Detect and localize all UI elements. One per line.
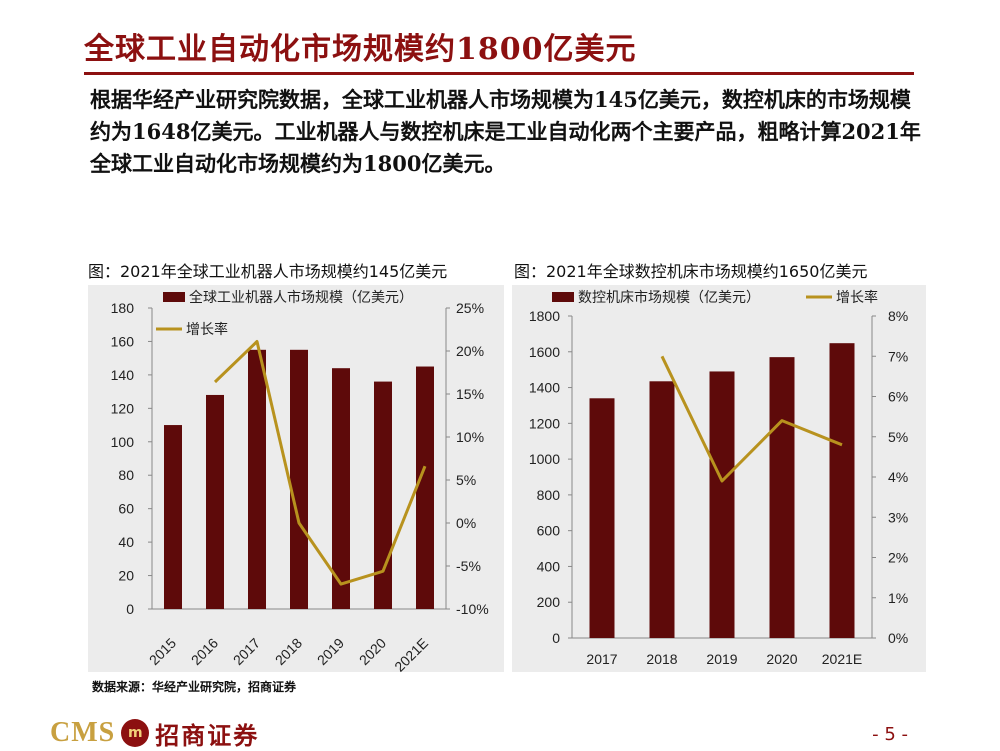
- chart2-x-tick-label: 2021E: [822, 651, 862, 667]
- chart1-right-tick-label: 15%: [456, 386, 484, 402]
- chart2-left-tick-label: 0: [552, 630, 560, 646]
- chart1-x-tick-label: 2017: [230, 635, 263, 668]
- chart2-bar-2019: [709, 371, 735, 638]
- chart1-bar-2019: [332, 368, 350, 609]
- chart2-right-tick-label: 4%: [888, 469, 908, 485]
- chart2-right-tick-label: 1%: [888, 590, 908, 606]
- chart1-left-tick-label: 100: [111, 434, 135, 450]
- chart1-left-tick-label: 160: [111, 333, 135, 349]
- chart1-bar-2021E: [416, 366, 434, 609]
- chart2-left-tick-label: 1000: [529, 451, 560, 467]
- chart1-x-tick-label: 2016: [188, 635, 221, 668]
- chart1-bar-2017: [248, 349, 266, 609]
- data-source: 数据来源：华经产业研究院，招商证券: [92, 680, 297, 694]
- chart2-x-tick-label: 2020: [766, 651, 797, 667]
- chart1-left-tick-label: 180: [111, 300, 135, 316]
- chart1-x-tick-label: 2020: [356, 635, 389, 668]
- chart2-x-tick-label: 2019: [706, 651, 737, 667]
- chart1-right-tick-label: 0%: [456, 515, 476, 531]
- logo-company-name: 招商证券: [155, 720, 260, 750]
- page-number: - 5 -: [872, 724, 908, 745]
- chart2-left-tick-label: 1600: [529, 344, 560, 360]
- chart1-left-tick-label: 120: [111, 400, 135, 416]
- chart2-left-tick-label: 400: [537, 558, 561, 574]
- chart2-left-tick-label: 1400: [529, 380, 560, 396]
- chart2-right-tick-label: 6%: [888, 389, 908, 405]
- slide-title: 全球工业自动化市场规模约1800亿美元: [84, 32, 637, 67]
- chart1-x-tick-label: 2021E: [391, 635, 431, 675]
- chart1-x-tick-label: 2015: [146, 635, 179, 668]
- chart2-title: 图：2021年全球数控机床市场规模约1650亿美元: [514, 262, 868, 281]
- chart2-legend-bar-swatch: [552, 292, 574, 302]
- chart1-right-tick-label: -10%: [456, 601, 489, 617]
- chart1-left-tick-label: 20: [118, 568, 134, 584]
- chart2-bar-2018: [649, 381, 675, 638]
- chart2-legend-label: 数控机床市场规模（亿美元）: [578, 289, 760, 306]
- logo-cms-text: CMS: [50, 717, 116, 748]
- chart2-growth-line: [660, 355, 843, 483]
- chart1-title: 图：2021年全球工业机器人市场规模约145亿美元: [88, 262, 448, 281]
- chart1-legend-label: 增长率: [186, 321, 228, 338]
- chart2-x-tick-label: 2018: [646, 651, 677, 667]
- chart2-left-tick-label: 1800: [529, 308, 560, 324]
- chart1-left-tick-label: 0: [126, 601, 134, 617]
- chart2-right-tick-label: 7%: [888, 348, 908, 364]
- chart2-right-tick-label: 8%: [888, 308, 908, 324]
- title-divider: [84, 72, 914, 75]
- chart1-bar-2016: [206, 394, 224, 609]
- chart1-x-tick-label: 2019: [314, 635, 347, 668]
- chart1-right-tick-label: 25%: [456, 300, 484, 316]
- chart2-x-tick-label: 2017: [586, 651, 617, 667]
- chart2-right-tick-label: 0%: [888, 630, 908, 646]
- chart1-right-tick-label: 5%: [456, 472, 476, 488]
- chart1-right-tick-label: -5%: [456, 558, 481, 574]
- chart1-bar-2020: [374, 381, 392, 609]
- chart2-left-tick-label: 800: [537, 487, 561, 503]
- chart1-legend-label: 全球工业机器人市场规模（亿美元）: [189, 289, 413, 306]
- chart1-left-tick-label: 140: [111, 367, 135, 383]
- chart2-bar-2017: [589, 398, 615, 638]
- chart2-right-tick-label: 3%: [888, 509, 908, 525]
- chart1-left-tick-label: 40: [118, 534, 134, 550]
- logo-emblem-icon: m: [121, 719, 150, 747]
- chart1-right-tick-label: 10%: [456, 429, 484, 445]
- chart1-left-tick-label: 60: [118, 501, 134, 517]
- chart2-right-tick-label: 2%: [888, 550, 908, 566]
- intro-paragraph: 根据华经产业研究院数据，全球工业机器人市场规模为145亿美元，数控机床的市场规模…: [90, 87, 921, 176]
- chart2-left-tick-label: 200: [537, 594, 561, 610]
- chart1-bar-2015: [164, 425, 182, 609]
- chart1-bar-2018: [290, 349, 308, 609]
- chart1-legend-bar-swatch: [163, 292, 185, 302]
- chart2-bar-2020: [769, 357, 795, 638]
- chart2-left-tick-label: 1200: [529, 415, 560, 431]
- chart1-growth-line: [213, 340, 427, 586]
- chart1-right-tick-label: 20%: [456, 343, 484, 359]
- chart1-left-tick-label: 80: [118, 467, 134, 483]
- chart2-bar-2021E: [829, 343, 855, 638]
- chart2-legend-label: 增长率: [836, 289, 878, 306]
- chart2-left-tick-label: 600: [537, 523, 561, 539]
- company-logo: CMS m 招商证券: [50, 716, 259, 750]
- chart1-x-tick-label: 2018: [272, 635, 305, 668]
- chart2-right-tick-label: 5%: [888, 429, 908, 445]
